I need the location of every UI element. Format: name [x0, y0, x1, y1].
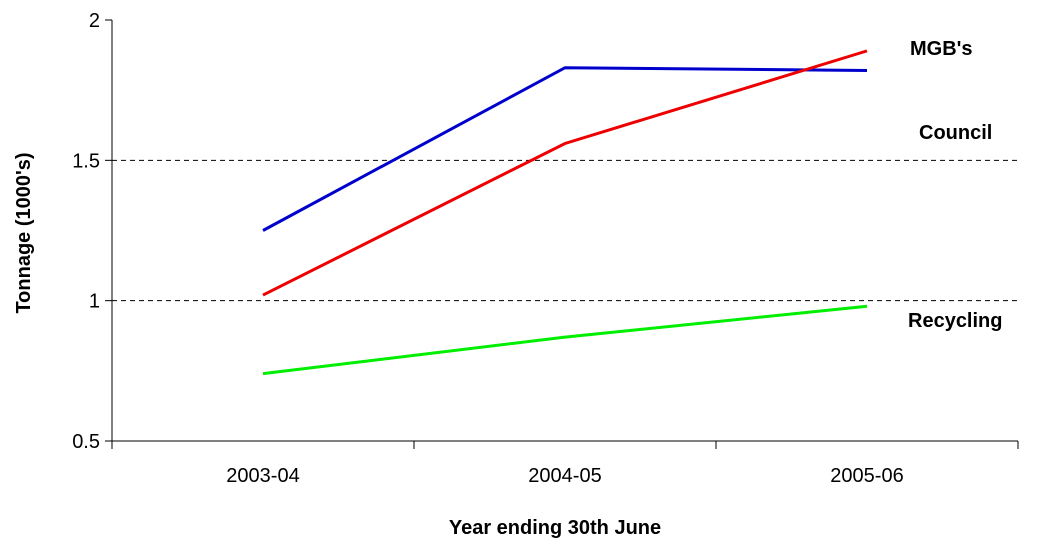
series-line-council	[262, 66, 868, 232]
series-line-recycling	[262, 304, 868, 376]
x-tick-label-2: 2005-06	[830, 465, 903, 487]
y-tick-label-1: 1	[89, 291, 100, 313]
x-axis-ticks: 2003-04 2004-05 2005-06	[111, 441, 1019, 487]
series-lines	[262, 49, 868, 376]
y-tick-label-3: 2	[89, 10, 100, 32]
y-tick-label-0: 0.5	[72, 431, 100, 453]
x-axis-title: Year ending 30th June	[449, 517, 661, 539]
x-tick-label-1: 2004-05	[528, 465, 601, 487]
series-label-council: Council	[919, 122, 992, 144]
series-label-mgb-s: MGB's	[910, 38, 973, 60]
gridlines	[112, 159, 1018, 302]
series-labels: Council MGB's Recycling	[908, 38, 1002, 332]
series-label-recycling: Recycling	[908, 310, 1002, 332]
y-axis-ticks: 0.5 1 1.5 2	[72, 10, 112, 453]
axes	[111, 20, 1018, 442]
y-axis-title: Tonnage (1000's)	[13, 152, 35, 313]
series-line-mgb-s	[262, 49, 868, 297]
y-tick-label-2: 1.5	[72, 150, 100, 172]
x-tick-label-0: 2003-04	[226, 465, 299, 487]
